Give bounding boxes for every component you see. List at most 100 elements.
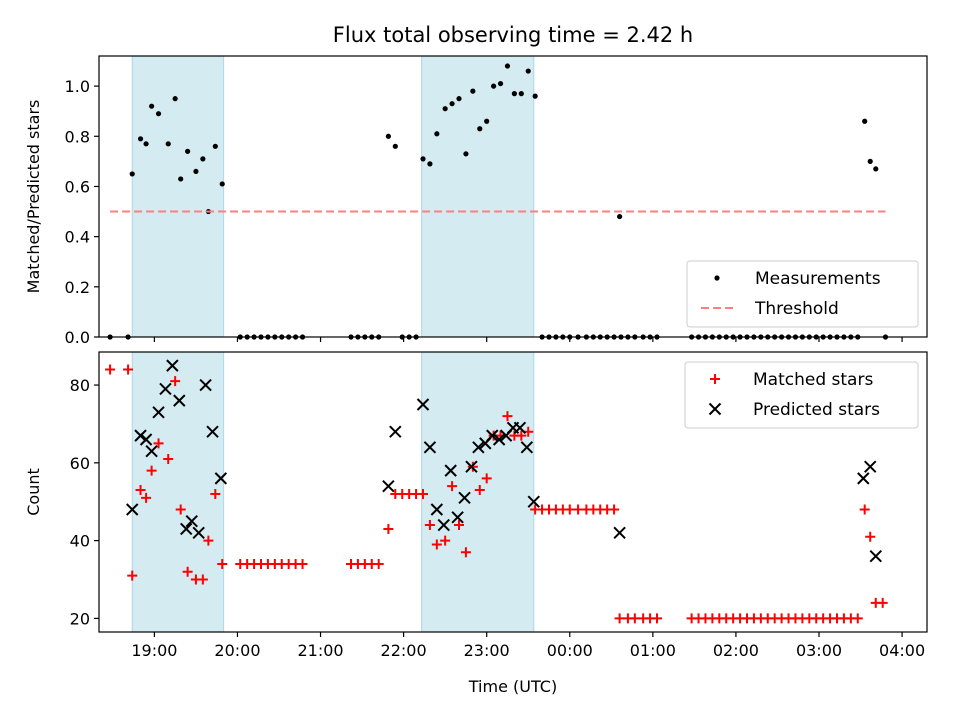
measurement-point [518,91,524,97]
matched-star-marker [146,465,157,476]
x-tick-label: 00:00 [547,641,593,660]
legend-label: Matched stars [753,370,873,390]
legend-box [686,260,919,328]
predicted-star-marker [486,429,499,442]
predicted-star-marker [857,472,870,485]
measurement-point [491,83,497,89]
matched-star-marker [105,364,116,375]
measurement-point [427,161,433,167]
measurement-point [137,136,144,142]
highlight-span [131,55,225,338]
legend-label: Threshold [754,299,839,319]
matched-star-marker [481,473,492,484]
matched-star-marker [516,430,527,441]
measurement-point [867,158,873,164]
measurement-point [463,151,469,157]
predicted-star-marker [613,526,626,540]
legend: Matched stars Predicted stars [684,361,919,429]
predicted-star-marker [458,491,471,505]
matched-star-marker [135,485,146,496]
measurement-point [172,96,178,102]
x-tick-label: 22:00 [381,641,427,660]
predicted-star-marker [214,472,228,485]
matched-star-marker [474,485,485,496]
legend-marker [708,402,722,416]
measurement-point [392,143,398,149]
predicted-star-marker [159,382,172,396]
measurement-point [862,118,868,124]
matched-star-marker [502,411,513,422]
predicted-star-marker [465,460,478,473]
highlight-span [421,55,535,338]
predicted-star-marker [472,441,485,454]
matched-star-marker [217,558,228,569]
predicted-star-marker [389,425,402,438]
matched-star-marker [297,558,308,569]
predicted-star-marker [513,421,527,435]
matched-star-marker [153,438,164,449]
measurement-point [532,93,538,99]
axes-frame [98,351,928,633]
predicted-star-marker [180,522,193,536]
measurement-point [193,168,199,175]
x-tick-label: 23:00 [464,641,510,660]
matched-star-marker [418,488,428,499]
predicted-star-marker [527,495,540,508]
measurement-point [178,176,184,182]
measurement-point [511,91,517,97]
y-tick-label: 80 [70,376,90,395]
x-tick-label: 04:00 [879,641,925,660]
measurement-point [200,156,206,162]
x-tick-label: 20:00 [214,641,260,660]
legend: Measurements Threshold [686,260,919,328]
highlight-span [421,351,535,633]
predicted-star-marker [126,503,139,516]
matched-star-marker [163,453,174,464]
predicted-star-marker [416,398,430,411]
bottom-panel: 20 40 60 80 19:00 20:00 21:00 22:00 23:00 00:00 01… [24,351,928,696]
top-panel: 0.0 0.2 0.4 0.6 0.8 1.0 Matched/Predicted star… [24,55,928,347]
predicted-star-marker [444,464,457,477]
y-tick-label: 0.8 [65,127,90,146]
matched-star-marker [197,574,208,585]
predicted-star-marker [134,429,147,442]
matched-star-marker [424,520,435,531]
y-tick-label: 0.2 [65,278,90,297]
y-axis-label: Count [24,468,43,516]
predicted-star-marker [185,514,198,528]
measurement-point [165,141,171,147]
matched-star-marker [141,492,152,503]
matched-star-marker [170,376,181,387]
legend-marker [710,374,720,384]
measurement-point [497,80,504,87]
predicted-star-marker [166,359,179,372]
highlight-span [131,351,225,633]
predicted-star-marker [437,518,450,532]
measurement-point [504,63,511,69]
predicted-star-marker [152,406,165,419]
x-tick-label: 03:00 [796,641,842,660]
matched-star-marker [447,481,458,492]
matched-star-marker [210,488,221,499]
measurement-point [873,166,879,172]
measurement-point [449,101,455,107]
predicted-star-marker [145,444,158,458]
predicted-star-marker [869,549,882,563]
measurement-point [617,213,623,220]
measurement-point [484,118,490,124]
matched-star-marker [865,531,876,542]
legend-marker [714,275,720,281]
x-tick-label: 01:00 [630,641,676,660]
measurement-point [420,156,426,162]
predicted-star-marker [192,526,205,540]
y-tick-label: 0.6 [65,177,90,196]
predicted-star-marker [423,441,437,454]
predicted-star-marker [382,479,395,493]
matched-star-marker [373,558,384,569]
matched-star-marker [454,520,464,531]
matched-star-marker [127,570,138,581]
y-tick-label: 60 [70,454,90,473]
predicted-star-marker [173,394,186,407]
measurement-point [212,143,218,149]
